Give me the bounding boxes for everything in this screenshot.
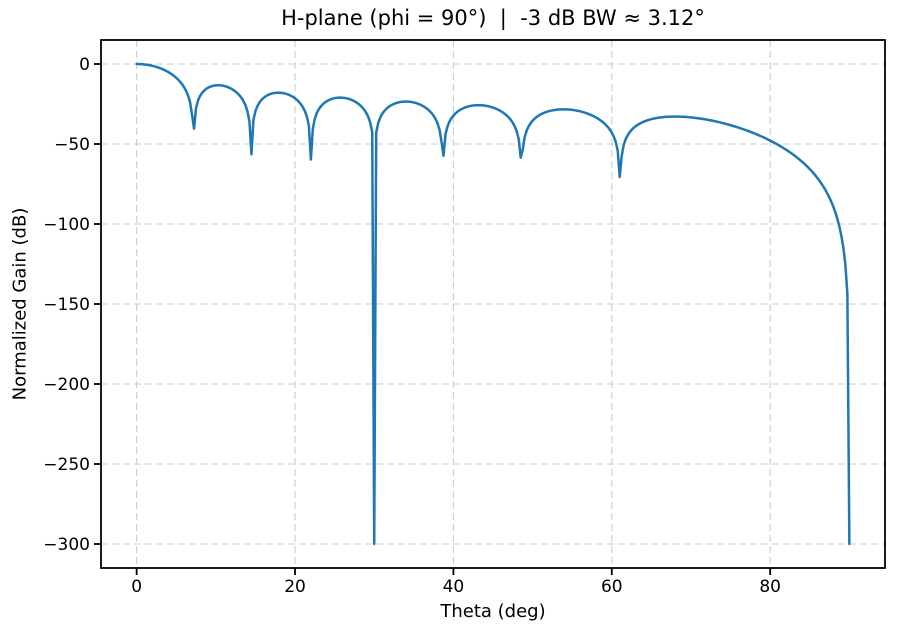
y-axis-label: Normalized Gain (dB) — [9, 207, 31, 401]
axis-ticks — [94, 63, 772, 575]
chart-title: H-plane (phi = 90°) | -3 dB BW ≈ 3.12° — [281, 6, 705, 30]
gain-curve — [135, 62, 851, 546]
x-tick-label: 80 — [759, 577, 781, 597]
y-tick-label: −150 — [43, 295, 90, 315]
y-tick-label: −200 — [43, 375, 90, 395]
x-axis-label: Theta (deg) — [440, 601, 546, 622]
y-tick-label: −50 — [54, 135, 90, 155]
tick-labels: 0 20 40 60 80 0 −50 −100 −150 −200 −250 −300 — [43, 55, 781, 597]
gain-curve-path — [135, 62, 851, 546]
y-tick-label: −300 — [43, 535, 90, 555]
x-tick-label: 0 — [131, 577, 142, 597]
y-tick-label: 0 — [79, 55, 90, 75]
x-tick-label: 40 — [443, 577, 465, 597]
y-tick-label: −250 — [43, 455, 90, 475]
gridlines — [101, 40, 885, 568]
y-tick-label: −100 — [43, 215, 90, 235]
x-tick-label: 20 — [284, 577, 306, 597]
x-tick-label: 60 — [601, 577, 623, 597]
